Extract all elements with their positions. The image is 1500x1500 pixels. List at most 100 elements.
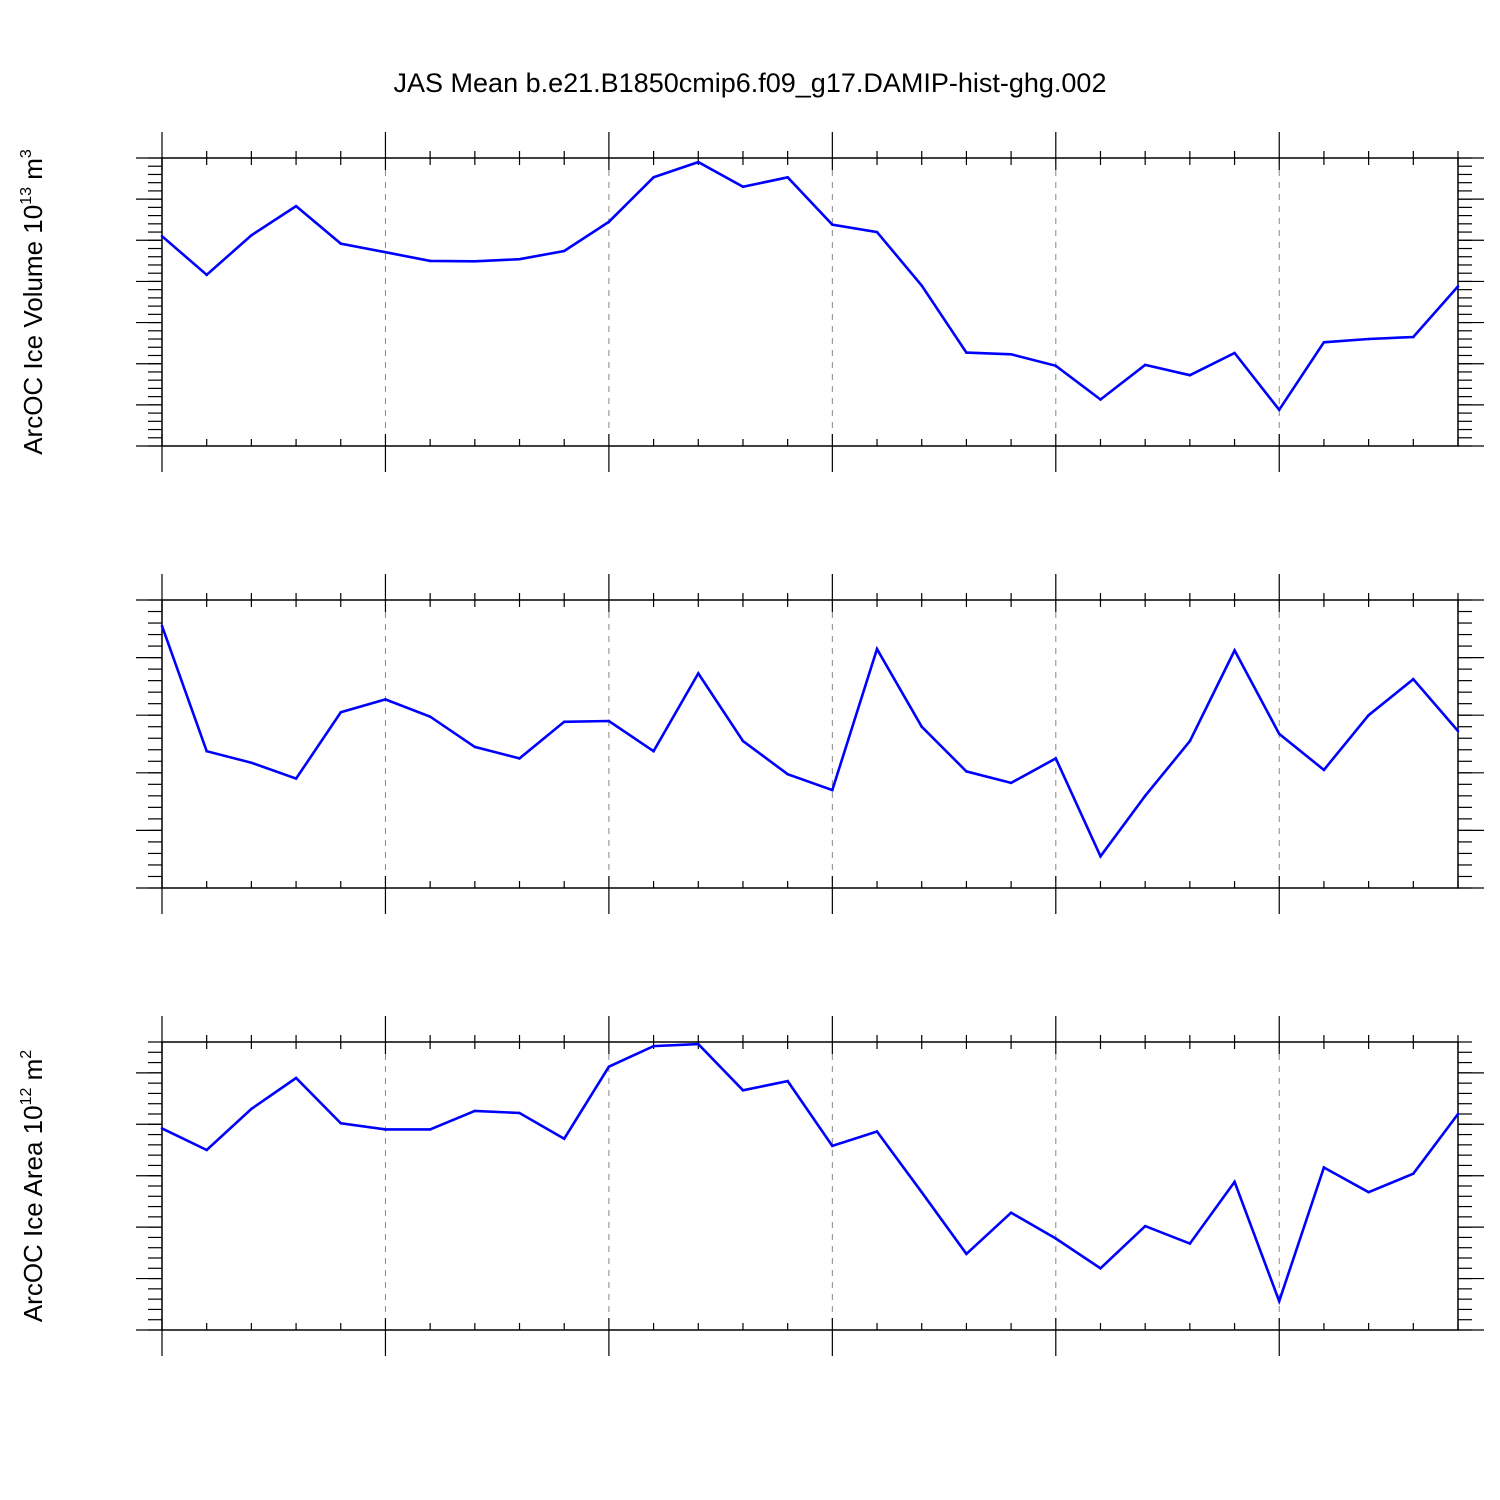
data-point <box>1456 1112 1460 1116</box>
data-point <box>562 249 566 253</box>
data-point <box>652 749 655 753</box>
data-point <box>875 1130 879 1133</box>
data-point <box>652 176 655 179</box>
data-point <box>607 220 611 224</box>
data-point <box>1233 351 1236 355</box>
data-point <box>1099 398 1102 401</box>
y-axis-label-superscript: 13 <box>18 187 35 205</box>
data-point <box>339 1121 343 1125</box>
data-point <box>741 739 745 743</box>
data-point <box>294 1076 298 1080</box>
plot-frame <box>161 157 1459 447</box>
data-point <box>1099 855 1102 858</box>
data-point <box>1054 1237 1058 1240</box>
data-point <box>696 1042 700 1046</box>
y-axis-label-superscript: 2 <box>18 1050 35 1059</box>
y-axis-label-superscript: 3 <box>18 149 35 158</box>
data-point <box>1322 768 1326 772</box>
data-point <box>1188 1242 1192 1245</box>
data-point <box>294 777 298 780</box>
data-point <box>831 223 834 226</box>
data-point <box>428 1128 432 1131</box>
data-point <box>607 1065 611 1068</box>
y-axis-label-superscript: 12 <box>18 1088 35 1106</box>
data-point <box>1099 1266 1102 1270</box>
panel-middle-series <box>136 574 1484 914</box>
data-point <box>831 788 834 792</box>
data-point <box>384 698 387 701</box>
data-point <box>831 1144 834 1148</box>
chart-title: JAS Mean b.e21.B1850cmip6.f09_g17.DAMIP-… <box>394 68 1107 98</box>
data-point <box>786 1079 789 1083</box>
data-point <box>473 259 477 263</box>
data-point <box>339 711 343 714</box>
data-point <box>428 259 432 263</box>
data-point <box>205 1148 208 1152</box>
data-point <box>1456 729 1460 733</box>
y-axis-label: ArcOC Ice Area 1012 m2 <box>18 1050 48 1322</box>
data-point <box>160 624 164 628</box>
data-point <box>518 757 521 760</box>
data-point <box>696 672 700 675</box>
data-point <box>1412 1172 1415 1175</box>
data-point <box>384 250 387 254</box>
data-point <box>875 647 879 651</box>
y-axis-label: ArcOC Ice Volume 1013 m3 <box>18 149 48 455</box>
plot-frame <box>161 1041 1459 1331</box>
data-point <box>473 745 477 749</box>
data-point <box>1009 1211 1013 1215</box>
data-point <box>1054 364 1058 368</box>
data-point <box>875 230 879 234</box>
data-point <box>741 1089 745 1092</box>
series-line <box>161 1042 1460 1306</box>
series-line <box>161 160 1459 413</box>
data-point <box>1188 373 1192 377</box>
data-point <box>1009 781 1013 785</box>
data-point <box>741 185 745 189</box>
data-point <box>205 273 208 277</box>
data-point <box>562 720 566 724</box>
data-point <box>1412 335 1415 339</box>
data-point <box>428 715 432 718</box>
data-point <box>965 351 968 354</box>
data-point <box>250 1107 253 1111</box>
data-point <box>160 1127 164 1130</box>
data-point <box>1143 794 1147 798</box>
data-point <box>1367 337 1370 341</box>
data-point <box>250 761 253 765</box>
data-point <box>1054 757 1058 760</box>
data-point <box>160 234 164 238</box>
data-point <box>786 772 789 776</box>
data-point <box>920 725 924 729</box>
data-point <box>607 719 611 723</box>
data-point <box>1188 739 1192 743</box>
data-point <box>1277 408 1281 412</box>
panel-ice-volume: ArcOC Ice Volume 1013 m3 <box>18 132 1484 472</box>
data-point <box>1412 677 1415 681</box>
data-point <box>1367 1190 1370 1194</box>
data-point <box>518 1111 521 1115</box>
data-point <box>965 770 968 773</box>
data-point <box>1277 1299 1281 1303</box>
panel-ice-area: ArcOC Ice Area 1012 m2 <box>18 1016 1484 1356</box>
y-axis-label-part: ArcOC Ice Volume 10 <box>18 205 48 455</box>
data-point <box>339 242 343 245</box>
data-point <box>294 204 298 208</box>
data-point <box>384 1128 387 1131</box>
series-line <box>160 625 1459 859</box>
data-point <box>205 749 208 753</box>
data-point <box>1009 352 1013 356</box>
data-point <box>1322 341 1326 344</box>
data-point <box>1456 285 1460 288</box>
data-point <box>1322 1166 1326 1169</box>
data-point <box>1233 1180 1236 1184</box>
data-point <box>652 1044 655 1048</box>
data-point <box>1143 363 1147 367</box>
data-point <box>920 284 924 287</box>
plot-frame <box>161 599 1459 889</box>
data-point <box>1367 713 1370 717</box>
data-point <box>696 160 700 164</box>
y-axis-label-part: ArcOC Ice Area 10 <box>18 1105 48 1322</box>
data-point <box>562 1137 566 1140</box>
